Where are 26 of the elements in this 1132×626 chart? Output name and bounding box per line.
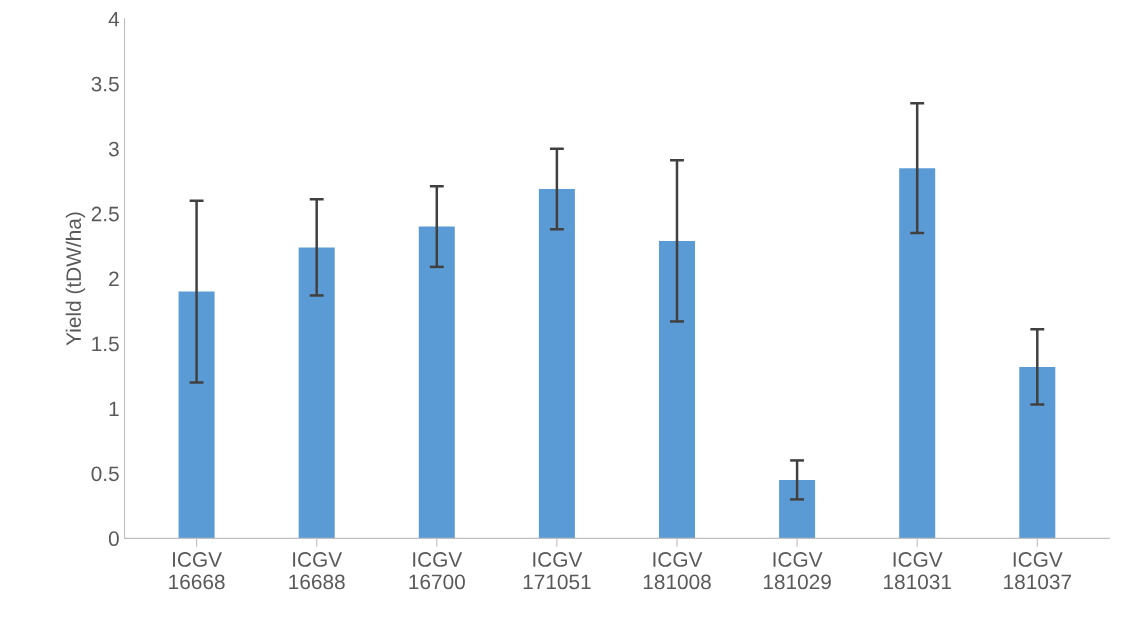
x-tick-label: ICGV 16700 — [409, 552, 465, 590]
y-tick-label: 2.5 — [91, 206, 119, 222]
y-tick-label: 3 — [108, 141, 119, 157]
x-tick-label: ICGV 16688 — [289, 552, 345, 590]
y-tick-label: 4 — [108, 12, 120, 27]
bar — [418, 226, 455, 539]
bar — [1019, 366, 1056, 539]
bar — [298, 247, 335, 539]
bar — [178, 291, 215, 539]
x-tick-label: ICGV 181031 — [884, 552, 951, 590]
x-tick-label: ICGV 181029 — [763, 552, 831, 590]
y-tick-label: 1.5 — [92, 336, 119, 352]
y-tick-label: 0 — [108, 531, 119, 547]
bar — [779, 479, 816, 539]
x-tick-label: ICGV 171051 — [523, 552, 591, 590]
y-tick-label: 2 — [109, 271, 119, 287]
bar — [538, 188, 575, 539]
y-tick-label: 1 — [109, 401, 119, 417]
bar — [658, 240, 696, 539]
x-tick-label: ICGV 181008 — [643, 552, 711, 590]
x-tick-label: ICGV 16668 — [169, 552, 225, 590]
y-tick-label: 0.5 — [91, 466, 119, 482]
y-tick-label: 3.5 — [91, 76, 119, 92]
bar — [899, 168, 936, 539]
x-tick-label: ICGV 181037 — [1004, 552, 1072, 590]
y-axis-title: Yield (tDW/ha) — [65, 212, 86, 346]
